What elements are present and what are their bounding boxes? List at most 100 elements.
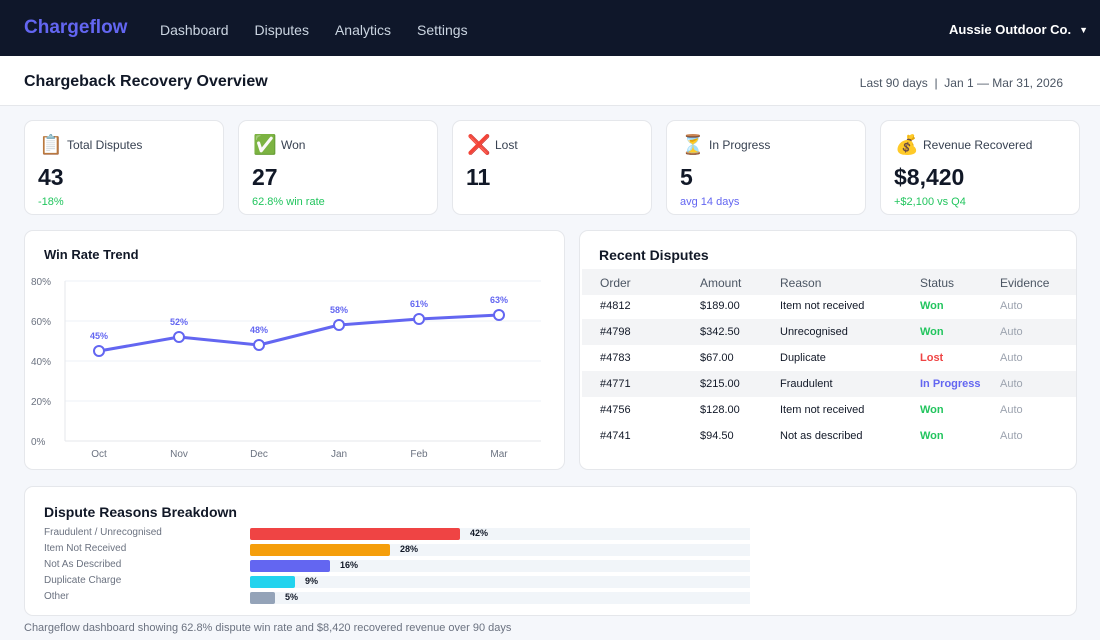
cell-reason: Duplicate (780, 352, 826, 364)
breakdown-row: Other 5% (44, 591, 764, 605)
breakdown-bar (250, 560, 330, 572)
kpi-value: 43 (38, 164, 64, 190)
kpi-card-lost: ❌ Lost 11 (452, 120, 652, 215)
status-badge: Won (920, 430, 944, 442)
breakdown-label: Item Not Received (44, 543, 127, 554)
column-header-amount[interactable]: Amount (700, 276, 742, 290)
column-header-order[interactable]: Order (600, 276, 631, 290)
breakdown-bar (250, 576, 295, 588)
kpi-label: In Progress (709, 138, 771, 152)
table-row[interactable]: #4798 $342.50 Unrecognised Won Auto (582, 319, 1076, 345)
column-header-reason[interactable]: Reason (780, 276, 822, 290)
table-row[interactable]: #4741 $94.50 Not as described Won Auto (582, 423, 1076, 449)
cross-icon: ❌ (467, 135, 491, 156)
kpi-label: Revenue Recovered (923, 138, 1033, 152)
breakdown-label: Other (44, 591, 70, 602)
table-row[interactable]: #4756 $128.00 Item not received Won Auto (582, 397, 1076, 423)
breakdown-percent: 5% (285, 592, 299, 602)
dispute-reasons-card: Dispute Reasons Breakdown Fraudulent / U… (24, 486, 1077, 616)
cell-order: #4771 (600, 378, 631, 390)
nav-link-analytics[interactable]: Analytics (334, 22, 391, 38)
cell-evidence: Auto (1000, 326, 1023, 338)
breakdown-bar-track (250, 576, 750, 588)
x-tick-label: Feb (410, 449, 428, 460)
cell-evidence: Auto (1000, 352, 1023, 364)
data-label: 48% (250, 325, 268, 335)
y-tick-label: 80% (31, 277, 51, 288)
breakdown-percent: 16% (340, 560, 359, 570)
cell-evidence: Auto (1000, 378, 1023, 390)
nav-link-disputes[interactable]: Disputes (254, 22, 309, 38)
nav-links: Dashboard Disputes Analytics Settings (160, 22, 468, 38)
kpi-card-revenue-recovered: 💰 Revenue Recovered $8,420 +$2,100 vs Q4 (880, 120, 1080, 215)
kpi-value: 11 (466, 164, 491, 190)
win-rate-trend-card: 0% 20% 40% 60% 80% Oct Nov Dec Jan Feb Mar 45% 52% 48… (24, 230, 565, 470)
account-switcher[interactable]: Aussie Outdoor Co. ▼ (949, 22, 1088, 37)
cell-order: #4756 (600, 404, 631, 416)
x-tick-label: Dec (250, 449, 268, 460)
status-badge: Won (920, 404, 944, 416)
cell-reason: Unrecognised (780, 326, 848, 338)
breakdown-bar-track (250, 560, 750, 572)
breakdown-bar (250, 528, 460, 540)
footnote-caption: Chargeflow dashboard showing 62.8% dispu… (24, 622, 512, 634)
column-header-status[interactable]: Status (920, 276, 955, 290)
check-icon: ✅ (253, 135, 277, 156)
data-point[interactable] (333, 319, 345, 331)
top-nav: Chargeflow Dashboard Disputes Analytics … (0, 0, 1100, 56)
date-range[interactable]: Last 90 days | Jan 1 — Mar 31, 2026 (859, 76, 1063, 90)
cell-order: #4812 (600, 300, 631, 312)
x-tick-label: Oct (91, 449, 107, 460)
nav-link-settings[interactable]: Settings (417, 22, 468, 38)
data-point[interactable] (173, 331, 185, 343)
breakdown-label: Fraudulent / Unrecognised (44, 527, 162, 538)
page-header: Chargeback Recovery Overview Last 90 day… (0, 56, 1100, 106)
kpi-label: Lost (495, 138, 518, 152)
y-tick-label: 60% (31, 317, 51, 328)
cell-amount: $128.00 (700, 404, 740, 416)
breakdown-row: Duplicate Charge 9% (44, 575, 764, 589)
data-point[interactable] (413, 313, 425, 325)
breakdown-bar (250, 544, 390, 556)
breakdown-title: Dispute Reasons Breakdown (44, 504, 237, 520)
y-tick-label: 40% (31, 357, 51, 368)
hourglass-icon: ⏳ (681, 135, 705, 156)
breakdown-row: Fraudulent / Unrecognised 42% (44, 527, 764, 541)
cell-amount: $342.50 (700, 326, 740, 338)
brand-logo[interactable]: Chargeflow (24, 17, 128, 38)
table-row[interactable]: #4812 $189.00 Item not received Won Auto (582, 293, 1076, 319)
data-point[interactable] (493, 309, 505, 321)
table-row[interactable]: #4783 $67.00 Duplicate Lost Auto (582, 345, 1076, 371)
data-label: 45% (90, 331, 108, 341)
nav-link-dashboard[interactable]: Dashboard (160, 22, 229, 38)
breakdown-label: Not As Described (44, 559, 122, 570)
series-line (98, 313, 500, 353)
status-badge: Won (920, 300, 944, 312)
table-row[interactable]: #4771 $215.00 Fraudulent In Progress Aut… (582, 371, 1076, 397)
cell-reason: Not as described (780, 430, 863, 442)
cell-order: #4741 (600, 430, 631, 442)
breakdown-bar-track (250, 544, 750, 556)
kpi-card-total-disputes: 📋 Total Disputes 43 -18% (24, 120, 224, 215)
cell-evidence: Auto (1000, 300, 1023, 312)
clipboard-icon: 📋 (39, 135, 63, 156)
status-badge: Won (920, 326, 944, 338)
table-title: Recent Disputes (599, 247, 709, 263)
status-badge: Lost (920, 352, 944, 364)
cell-reason: Fraudulent (780, 378, 833, 390)
cell-order: #4783 (600, 352, 631, 364)
recent-disputes-card: Recent Disputes Order Amount Reason Stat… (579, 230, 1077, 470)
cell-reason: Item not received (780, 404, 865, 416)
data-point[interactable] (93, 345, 105, 357)
breakdown-row: Item Not Received 28% (44, 543, 764, 557)
kpi-subtext: -18% (38, 196, 64, 208)
caret-down-icon: ▼ (1079, 24, 1088, 35)
table-header-row: Order Amount Reason Status Evidence (582, 269, 1076, 295)
y-tick-label: 20% (31, 397, 51, 408)
x-tick-label: Jan (331, 449, 347, 460)
data-point[interactable] (253, 339, 265, 351)
breakdown-label: Duplicate Charge (44, 575, 122, 586)
kpi-value: $8,420 (894, 164, 965, 190)
cell-order: #4798 (600, 326, 631, 338)
column-header-evidence[interactable]: Evidence (1000, 276, 1050, 290)
